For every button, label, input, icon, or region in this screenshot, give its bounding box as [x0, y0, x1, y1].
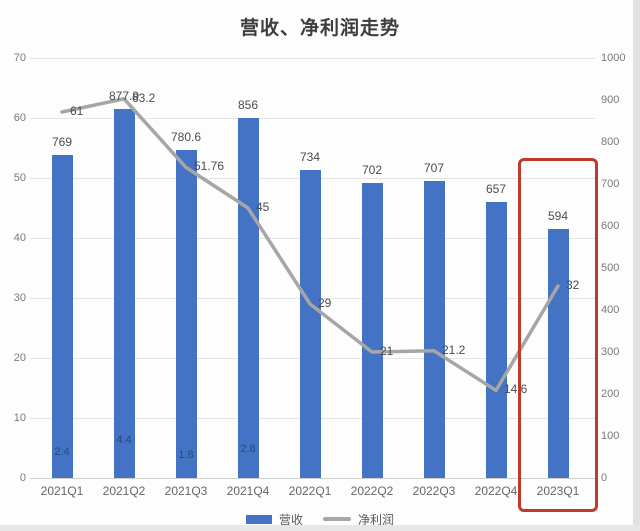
right-axis-tick-label: 200 — [601, 388, 620, 400]
bar-value-label: 856 — [237, 98, 259, 113]
x-axis-label-2023Q1: 2023Q1 — [536, 484, 580, 498]
bar-2021Q1 — [51, 155, 73, 478]
left-axis-tick-label: 30 — [13, 292, 26, 304]
bar-value-label: 702 — [361, 163, 383, 178]
inner-bar-value-label: 2.4 — [54, 445, 70, 458]
line-point-label: 45 — [256, 200, 270, 214]
inner-bar-value-label: 2.8 — [240, 443, 256, 456]
right-axis-tick-label: 1000 — [601, 52, 626, 64]
legend-item-revenue: 营收 — [245, 511, 303, 528]
x-axis-label-2021Q4: 2021Q4 — [226, 484, 270, 498]
x-axis-label-2022Q1: 2022Q1 — [288, 484, 332, 498]
x-axis-label-2022Q4: 2022Q4 — [474, 484, 518, 498]
bar-2022Q3 — [423, 181, 445, 478]
right-axis-tick-label: 500 — [601, 262, 620, 274]
right-axis-tick-label: 400 — [601, 304, 620, 316]
bar-2022Q4 — [485, 202, 507, 478]
right-axis-tick-label: 0 — [601, 472, 608, 484]
chart-title: 营收、净利润走势 — [239, 18, 400, 39]
line-point-label: 51.76 — [194, 159, 225, 174]
x-axis-line — [30, 478, 595, 479]
x-axis-label-2021Q1: 2021Q1 — [40, 484, 84, 498]
bar-value-label: 707 — [423, 161, 445, 176]
bar-2021Q3 — [175, 150, 197, 478]
bar-value-label: 657 — [485, 182, 507, 197]
bar-2021Q4 — [237, 118, 259, 478]
bar-value-label: 734 — [299, 149, 321, 164]
right-axis-tick-label: 800 — [601, 136, 620, 148]
bar-2022Q1 — [299, 169, 321, 478]
line-point-label: 63.2 — [132, 90, 156, 105]
line-point-label: 29 — [318, 296, 332, 310]
bar-value-label: 769 — [51, 135, 73, 150]
x-axis-label-2022Q3: 2022Q3 — [412, 484, 456, 498]
left-axis-tick-label: 20 — [13, 352, 26, 364]
bar-value-label: 780.6 — [170, 130, 202, 145]
screenshot-edge-right — [633, 0, 640, 531]
bar-2022Q2 — [361, 183, 383, 478]
x-axis-label-2022Q2: 2022Q2 — [350, 484, 394, 498]
bar-2021Q2 — [113, 109, 135, 478]
legend-revenue-label: 营收 — [278, 512, 303, 527]
left-axis-tick-label: 50 — [13, 172, 26, 184]
bar-value-label: 877.9 — [108, 89, 140, 104]
x-axis-label-2021Q2: 2021Q2 — [102, 484, 146, 498]
screenshot-edge-bottom — [0, 525, 640, 531]
left-axis-tick-label: 60 — [13, 112, 26, 124]
left-axis-tick-label: 10 — [13, 412, 26, 424]
left-axis-tick-label: 70 — [13, 52, 26, 64]
left-axis-tick-label: 0 — [19, 472, 26, 484]
right-axis-tick-label: 900 — [601, 94, 620, 106]
legend-item-profit: 净利润 — [323, 511, 394, 528]
inner-bar-value-label: 4.4 — [116, 433, 132, 446]
legend-bar-swatch-icon — [245, 514, 272, 524]
left-axis-tick-label: 40 — [13, 232, 26, 244]
x-axis-label-2021Q3: 2021Q3 — [164, 484, 208, 498]
legend-profit-label: 净利润 — [358, 512, 395, 527]
line-point-label: 21.2 — [442, 342, 466, 357]
right-axis-tick-label: 300 — [601, 346, 620, 358]
line-point-label: 61 — [70, 104, 84, 118]
bar-value-label: 594 — [547, 208, 569, 223]
line-point-label: 32 — [566, 278, 580, 292]
line-point-label: 21 — [380, 344, 394, 358]
chart-legend: 营收 净利润 — [0, 510, 640, 528]
right-axis-tick-label: 700 — [601, 178, 620, 190]
inner-bar-value-label: 1.8 — [178, 449, 194, 462]
right-axis-tick-label: 600 — [601, 220, 620, 232]
right-axis-tick-label: 100 — [601, 430, 620, 442]
line-point-label: 14.6 — [504, 382, 528, 397]
legend-line-swatch-icon — [323, 517, 351, 521]
gridline — [30, 58, 595, 59]
highlight-box-2023Q1 — [518, 158, 598, 512]
